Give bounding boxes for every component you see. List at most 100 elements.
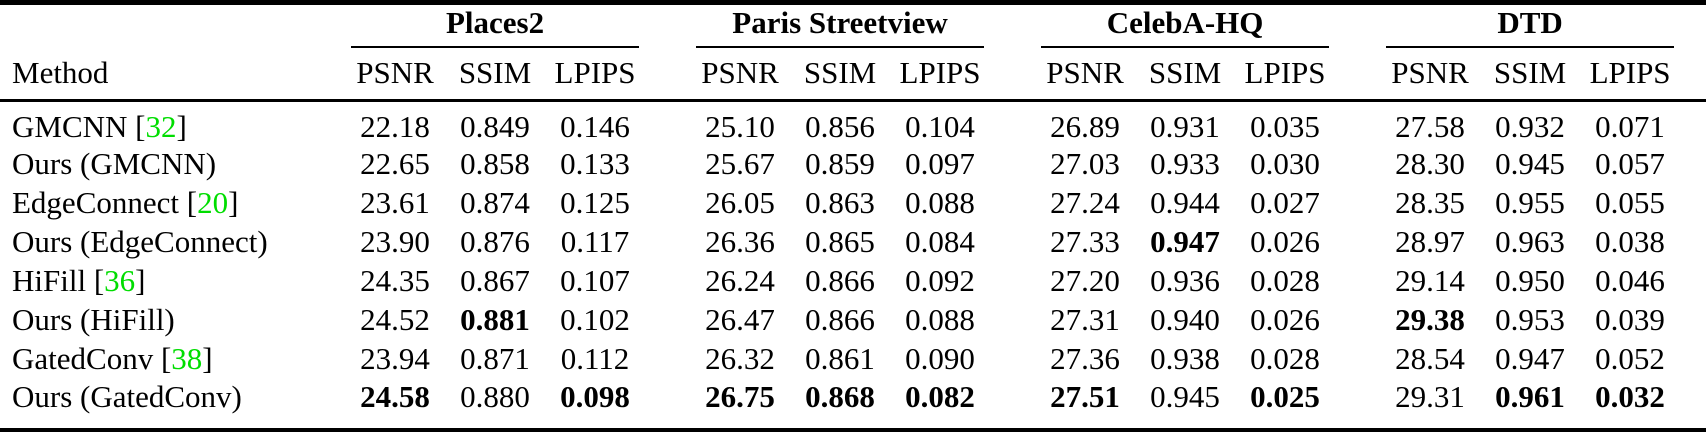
citation-number[interactable]: 20 [197,185,229,220]
metric-cell-best: 24.58 [360,378,430,414]
table-row-hifill: HiFill [36] 24.35 0.867 0.107 26.24 0.86… [0,262,1706,301]
right-pad [1680,184,1706,223]
metric-cell: 28.97 [1395,224,1465,259]
citation-number[interactable]: 38 [171,341,203,376]
metric-cell-best: 0.881 [460,302,530,337]
column-spacer [1335,223,1380,262]
column-spacer [990,48,1036,102]
method-cell: GMCNN [32] [0,100,345,145]
metric-cell: 0.125 [560,185,630,220]
right-pad [1680,223,1706,262]
metric-cell: 27.31 [1050,302,1120,337]
metric-cell: 0.866 [805,263,875,298]
metric-cell: 0.933 [1150,146,1220,181]
metric-cell: 0.088 [905,185,975,220]
table-row-ours-gmcnn: Ours (GMCNN) [] 22.65 0.858 0.133 25.67 … [0,145,1706,184]
metric-cell: 0.944 [1150,185,1220,220]
metric-cell: 0.026 [1250,224,1320,259]
citation-ref[interactable]: [20] [186,185,239,220]
column-spacer [645,223,690,262]
group-label: Paris Streetview [732,5,948,40]
column-spacer [1335,145,1380,184]
metric-cell: 0.856 [805,108,875,144]
col-header-ssim: SSIM [445,48,545,102]
metric-cell: 0.035 [1250,108,1320,144]
metric-cell: 0.112 [560,341,630,376]
method-cell: Ours (HiFill) [] [0,301,345,340]
metric-cell: 0.107 [560,263,630,298]
metric-cell: 28.30 [1395,146,1465,181]
column-spacer [990,100,1035,145]
metric-cell: 27.03 [1050,146,1120,181]
metric-cell: 0.102 [560,302,630,337]
method-label: Ours (EdgeConnect) [12,224,268,259]
column-spacer [645,100,690,145]
table-row-gmcnn: GMCNN [32] 22.18 0.849 0.146 25.10 0.856… [0,100,1706,145]
metric-cell: 0.871 [460,341,530,376]
metric-cell: 0.861 [805,341,875,376]
column-spacer [990,340,1035,379]
column-spacer [990,301,1035,340]
metric-cell: 26.89 [1050,108,1120,144]
metric-cell: 0.863 [805,185,875,220]
metric-cell: 27.36 [1050,341,1120,376]
group-label: CelebA-HQ [1106,5,1264,40]
group-label: Places2 [445,5,545,40]
metric-cell: 0.039 [1595,302,1665,337]
group-underline [696,46,985,48]
column-spacer [990,184,1035,223]
right-pad [1680,262,1706,301]
method-cell: HiFill [36] [0,262,345,301]
method-label: GatedConv [12,341,154,376]
column-spacer [645,301,690,340]
method-header-spacer [0,3,345,49]
metric-cell: 0.866 [805,302,875,337]
col-header-lpips: LPIPS [1580,48,1681,102]
column-spacer [645,262,690,301]
column-spacer [645,145,690,184]
table-row-edgeconnect: EdgeConnect [20] 23.61 0.874 0.125 26.05… [0,184,1706,223]
citation-ref[interactable]: [36] [93,263,146,298]
method-cell: Ours (GatedConv) [] [0,379,345,430]
metric-cell: 0.046 [1595,263,1665,298]
metric-cell: 26.24 [705,263,775,298]
metric-cell-best: 0.082 [905,378,975,414]
metric-cell: 25.67 [705,146,775,181]
metric-cell: 26.36 [705,224,775,259]
metric-cell: 0.953 [1495,302,1565,337]
col-header-psnr: PSNR [690,48,791,102]
group-underline [1041,46,1330,48]
metric-cell: 0.865 [805,224,875,259]
method-label: Ours (GatedConv) [12,378,242,414]
metric-cell: 0.945 [1495,146,1565,181]
citation-number[interactable]: 36 [104,263,136,298]
metric-cell: 26.32 [705,341,775,376]
metric-cell: 27.33 [1050,224,1120,259]
metric-cell: 0.849 [460,108,530,144]
column-spacer [1335,379,1380,430]
column-spacer [645,184,690,223]
citation-number[interactable]: 32 [145,108,177,144]
metric-cell: 0.963 [1495,224,1565,259]
metric-cell: 0.030 [1250,146,1320,181]
right-pad [1680,145,1706,184]
metric-cell: 0.950 [1495,263,1565,298]
citation-ref[interactable]: [32] [135,108,187,144]
metric-cell: 0.055 [1595,185,1665,220]
metric-cell: 0.026 [1250,302,1320,337]
column-spacer [645,379,690,430]
metric-cell: 24.52 [360,302,430,337]
metric-cell: 28.35 [1395,185,1465,220]
citation-ref[interactable]: [38] [160,341,213,376]
metric-cell: 0.945 [1150,378,1220,414]
metric-cell: 0.028 [1250,341,1320,376]
column-spacer [1335,262,1380,301]
metric-cell: 0.947 [1495,341,1565,376]
metric-cell: 29.31 [1395,378,1465,414]
right-pad [1680,48,1706,102]
metric-cell: 26.47 [705,302,775,337]
metric-cell: 0.936 [1150,263,1220,298]
metric-cell: 26.05 [705,185,775,220]
group-header-places2: Places2 [345,3,645,48]
metric-cell: 22.65 [360,146,430,181]
